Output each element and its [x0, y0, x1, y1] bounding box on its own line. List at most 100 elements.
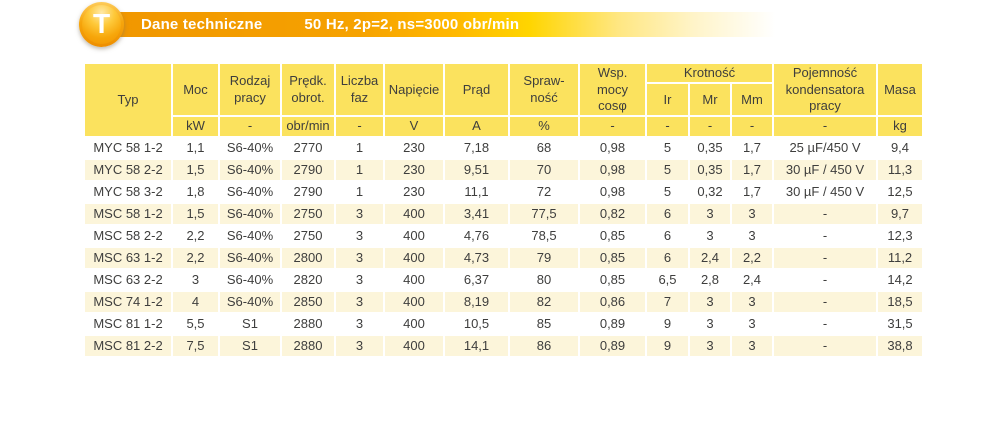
cell-mr: 3 — [690, 225, 730, 246]
cell-mm: 1,7 — [732, 137, 772, 158]
cell-pojemnosc: - — [774, 335, 876, 356]
table-row: MSC 58 2-2 2,2 S6-40% 2750 3 400 4,76 78,5 0,85 6… — [85, 225, 922, 246]
cell-prad: 14,1 — [445, 335, 508, 356]
cell-wsp_mocy: 0,85 — [580, 225, 645, 246]
cell-wsp_mocy: 0,98 — [580, 181, 645, 202]
cell-moc: 5,5 — [173, 313, 218, 334]
col-header-krotnosc: Krotność — [647, 64, 772, 83]
col-header-pojemnosc: Pojemność kondensatora pracy — [774, 64, 876, 116]
unit-sprawnosc: % — [510, 117, 578, 136]
cell-rodzaj_pracy: S6-40% — [220, 247, 280, 268]
cell-moc: 2,2 — [173, 247, 218, 268]
cell-mr: 3 — [690, 291, 730, 312]
cell-liczba_faz: 3 — [336, 203, 383, 224]
cell-moc: 1,1 — [173, 137, 218, 158]
cell-sprawnosc: 85 — [510, 313, 578, 334]
cell-mr: 0,35 — [690, 159, 730, 180]
cell-moc: 3 — [173, 269, 218, 290]
col-header-moc: Moc — [173, 64, 218, 116]
cell-mr: 2,8 — [690, 269, 730, 290]
cell-liczba_faz: 1 — [336, 137, 383, 158]
cell-masa: 38,8 — [878, 335, 922, 356]
table-row: MSC 58 1-2 1,5 S6-40% 2750 3 400 3,41 77,5 0,82 6… — [85, 203, 922, 224]
cell-ir: 5 — [647, 137, 688, 158]
header-row-krotnosc-sub: Ir Mr Mm — [85, 84, 922, 116]
cell-napiecie: 230 — [385, 159, 443, 180]
cell-prad: 11,1 — [445, 181, 508, 202]
col-header-wsp-mocy: Wsp. mocy cosφ — [580, 64, 645, 116]
cell-wsp_mocy: 0,89 — [580, 313, 645, 334]
t-badge-icon: T — [79, 2, 124, 47]
table-row: MSC 81 1-2 5,5 S1 2880 3 400 10,5 85 0,89 9 3 3-31,… — [85, 313, 922, 334]
cell-napiecie: 400 — [385, 335, 443, 356]
cell-pojemnosc: - — [774, 225, 876, 246]
cell-mm: 1,7 — [732, 181, 772, 202]
cell-napiecie: 400 — [385, 313, 443, 334]
cell-prad: 4,76 — [445, 225, 508, 246]
table-row: MSC 63 2-2 3 S6-40% 2820 3 400 6,37 80 0,85 6,5 2,… — [85, 269, 922, 290]
unit-predk-obrot: obr/min — [282, 117, 334, 136]
technical-data-table: Typ Moc Rodzaj pracy Prędk. obrot. Liczb… — [83, 62, 924, 358]
cell-predk_obrot: 2790 — [282, 181, 334, 202]
cell-typ: MYC 58 1-2 — [85, 137, 171, 158]
cell-napiecie: 400 — [385, 291, 443, 312]
cell-liczba_faz: 3 — [336, 291, 383, 312]
cell-masa: 14,2 — [878, 269, 922, 290]
cell-moc: 2,2 — [173, 225, 218, 246]
cell-napiecie: 230 — [385, 137, 443, 158]
cell-liczba_faz: 3 — [336, 313, 383, 334]
table-row: MSC 63 1-2 2,2 S6-40% 2800 3 400 4,73 79 0,85 6 2,… — [85, 247, 922, 268]
cell-mr: 2,4 — [690, 247, 730, 268]
col-header-liczba-faz: Liczba faz — [336, 64, 383, 116]
cell-predk_obrot: 2880 — [282, 313, 334, 334]
cell-prad: 6,37 — [445, 269, 508, 290]
cell-mm: 3 — [732, 225, 772, 246]
cell-ir: 6 — [647, 203, 688, 224]
unit-pojemnosc: - — [774, 117, 876, 136]
cell-predk_obrot: 2770 — [282, 137, 334, 158]
cell-typ: MYC 58 2-2 — [85, 159, 171, 180]
banner-title: Dane techniczne — [141, 16, 263, 33]
col-header-mm: Mm — [732, 84, 772, 116]
cell-prad: 9,51 — [445, 159, 508, 180]
header-row-main: Typ Moc Rodzaj pracy Prędk. obrot. Liczb… — [85, 64, 922, 136]
cell-pojemnosc: 25 µF/450 V — [774, 137, 876, 158]
cell-masa: 12,5 — [878, 181, 922, 202]
cell-prad: 7,18 — [445, 137, 508, 158]
cell-masa: 9,7 — [878, 203, 922, 224]
cell-prad: 10,5 — [445, 313, 508, 334]
table-body: MYC 58 1-2 1,1 S6-40% 2770 1 230 7,18 68 0,98 5 0,… — [85, 137, 922, 356]
cell-rodzaj_pracy: S6-40% — [220, 225, 280, 246]
col-header-ir: Ir — [647, 84, 688, 116]
cell-rodzaj_pracy: S6-40% — [220, 159, 280, 180]
cell-liczba_faz: 1 — [336, 181, 383, 202]
cell-wsp_mocy: 0,82 — [580, 203, 645, 224]
cell-napiecie: 400 — [385, 247, 443, 268]
cell-wsp_mocy: 0,98 — [580, 137, 645, 158]
cell-mm: 3 — [732, 335, 772, 356]
table-row: MYC 58 1-2 1,1 S6-40% 2770 1 230 7,18 68 0,98 5 0,… — [85, 137, 922, 158]
cell-mr: 0,35 — [690, 137, 730, 158]
unit-ir: - — [647, 117, 688, 136]
cell-mr: 3 — [690, 203, 730, 224]
table-row: MSC 81 2-2 7,5 S1 2880 3 400 14,1 86 0,89 9 3 3-38,… — [85, 335, 922, 356]
unit-napiecie: V — [385, 117, 443, 136]
cell-moc: 4 — [173, 291, 218, 312]
cell-liczba_faz: 3 — [336, 269, 383, 290]
cell-sprawnosc: 80 — [510, 269, 578, 290]
cell-predk_obrot: 2800 — [282, 247, 334, 268]
cell-mm: 2,4 — [732, 269, 772, 290]
cell-pojemnosc: 30 µF / 450 V — [774, 159, 876, 180]
cell-liczba_faz: 3 — [336, 247, 383, 268]
cell-predk_obrot: 2750 — [282, 225, 334, 246]
cell-wsp_mocy: 0,98 — [580, 159, 645, 180]
cell-liczba_faz: 1 — [336, 159, 383, 180]
cell-ir: 5 — [647, 181, 688, 202]
cell-liczba_faz: 3 — [336, 225, 383, 246]
cell-masa: 9,4 — [878, 137, 922, 158]
cell-mm: 3 — [732, 291, 772, 312]
unit-rodzaj-pracy: - — [220, 117, 280, 136]
cell-mr: 0,32 — [690, 181, 730, 202]
col-header-sprawnosc: Spraw- ność — [510, 64, 578, 116]
unit-wsp-mocy: - — [580, 117, 645, 136]
